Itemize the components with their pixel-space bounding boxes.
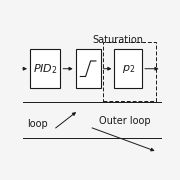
Bar	[114, 49, 142, 88]
Bar	[103, 42, 156, 101]
Bar	[30, 49, 60, 88]
Text: Saturation: Saturation	[92, 35, 143, 45]
Text: Outer loop: Outer loop	[99, 116, 151, 126]
Text: $PID_2$: $PID_2$	[33, 62, 57, 76]
Bar	[76, 49, 101, 88]
Text: $p_2$: $p_2$	[122, 63, 135, 75]
Text: loop: loop	[27, 119, 48, 129]
